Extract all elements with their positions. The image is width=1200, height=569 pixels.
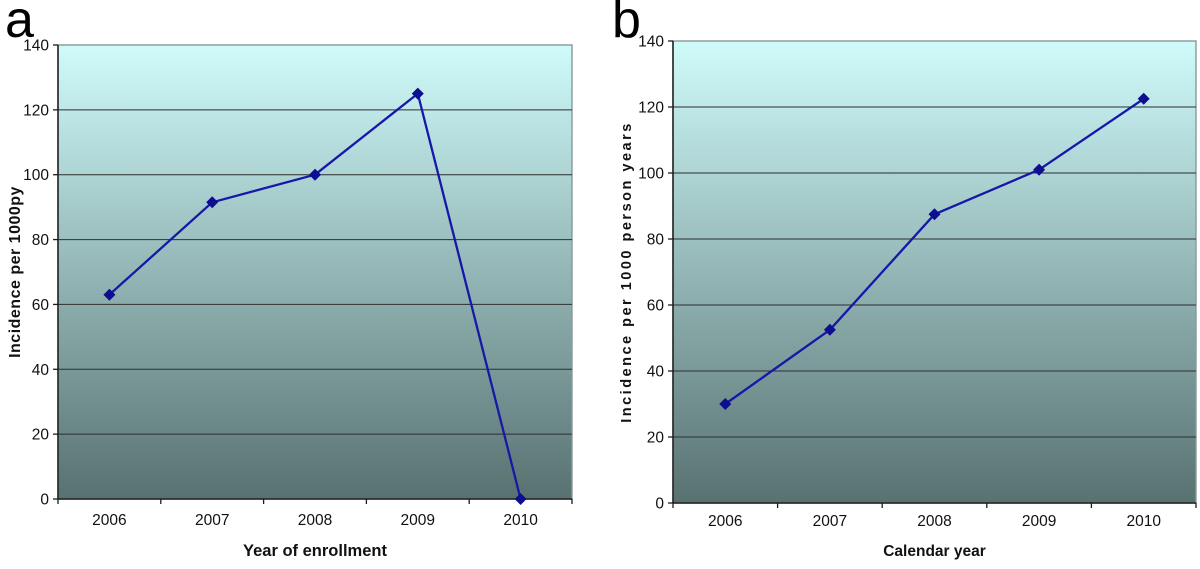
y-tick-label-60: 60 [647,298,665,315]
panel-b: b 0 20 40 60 80 100 120 140 2006 2007 2008 2009 2010… [600,0,1200,569]
plot-area [57,44,573,500]
chart-a-incidence-by-enrollment-year: 0 20 40 60 80 100 120 140 2006 2007 2008 2009 2010 In… [7,38,573,560]
x-axis-title: Year of enrollment [243,542,387,560]
y-tick-label-40: 40 [32,362,50,379]
data-point-2008 [308,168,322,181]
x-tick-label-2007: 2007 [813,513,847,530]
x-tick-label-2009: 2009 [401,512,435,529]
y-tick-label-120: 120 [638,100,664,117]
y-tick-label-20: 20 [32,427,50,444]
data-point-2010 [514,492,527,506]
plot-area [672,40,1197,504]
x-tick-label-2007: 2007 [195,512,229,529]
y-tick-label-80: 80 [647,232,665,249]
panel-a-label: a [5,0,34,49]
y-tick-label-80: 80 [32,232,50,249]
y-tick-label-120: 120 [23,102,49,119]
data-point-2010 [1137,92,1150,105]
panel-b-label: b [612,0,641,49]
y-tick-label-0: 0 [655,496,664,513]
x-tick-label-2009: 2009 [1022,513,1056,530]
y-tick-label-40: 40 [647,364,665,381]
x-tick-label-2008: 2008 [298,512,332,529]
y-tick-label-60: 60 [32,297,50,314]
data-point-2007 [206,196,219,209]
x-tick-label-2006: 2006 [92,512,126,529]
y-tick-label-100: 100 [23,167,49,184]
x-axis-title: Calendar year [883,543,986,560]
y-axis-title: Incidence per 1000 person years [619,121,635,423]
data-point-2008 [928,208,941,221]
x-tick-label-2010: 2010 [1126,513,1161,530]
y-axis-title: Incidence per 1000py [7,186,24,358]
data-point-2009 [411,87,424,100]
y-tick-label-140: 140 [638,34,664,51]
x-tick-label-2006: 2006 [708,513,742,530]
data-point-2009 [1033,163,1046,176]
y-tick-label-140: 140 [23,38,49,55]
y-tick-label-0: 0 [40,492,49,509]
data-point-2006 [719,397,732,411]
panel-a: a 0 20 40 60 80 100 120 140 2006 2007 2008 2009 2010… [5,0,573,560]
x-tick-label-2008: 2008 [917,513,951,530]
y-tick-label-20: 20 [647,430,665,447]
y-tick-label-100: 100 [638,166,664,183]
chart-b-incidence-by-calendar-year: 0 20 40 60 80 100 120 140 2006 2007 2008 2009 2010 In… [619,34,1197,560]
data-point-2007 [823,323,836,336]
x-tick-label-2010: 2010 [503,512,538,529]
data-point-2006 [103,288,116,301]
